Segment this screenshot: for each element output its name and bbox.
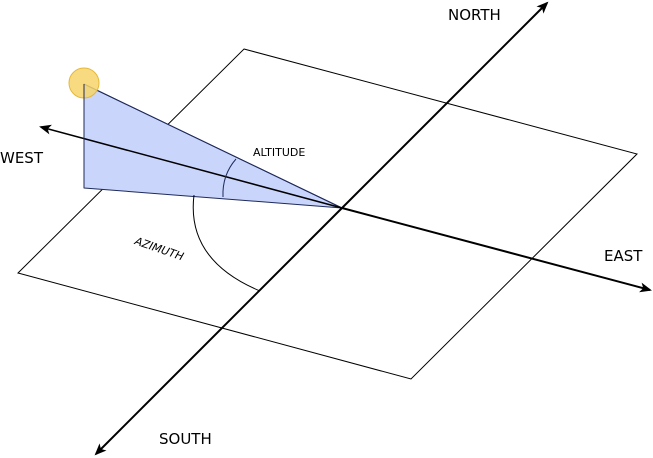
sun-ray — [83, 83, 343, 209]
azimuth-arc — [192, 194, 261, 292]
altitude-label: ALTITUDE — [253, 146, 305, 159]
north-south-axis — [341, 1, 549, 209]
azimuth-label: AZIMUTH — [132, 234, 185, 263]
north-label: NORTH — [448, 6, 501, 24]
south-label: SOUTH — [159, 430, 212, 448]
west-axis — [39, 124, 343, 209]
east-axis — [341, 207, 652, 293]
west-label: WEST — [0, 149, 44, 167]
altitude-arc — [222, 158, 237, 198]
horizon-plane — [17, 48, 638, 380]
south-axis — [94, 207, 343, 456]
east-label: EAST — [604, 247, 643, 265]
